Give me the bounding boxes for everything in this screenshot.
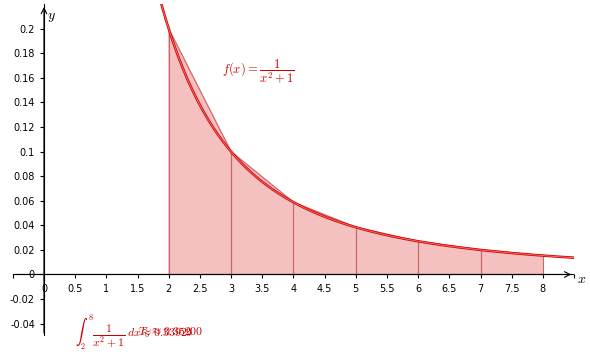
Text: $f(x) = \dfrac{1}{x^2+1}$: $f(x) = \dfrac{1}{x^2+1}$ [222,58,294,86]
Text: $x$: $x$ [577,273,586,287]
Polygon shape [231,152,293,274]
Polygon shape [169,29,231,274]
Polygon shape [418,241,480,274]
Polygon shape [356,227,418,274]
Text: $T_6 \approx 0.35200$: $T_6 \approx 0.35200$ [137,326,203,340]
Text: $\int_2^8 \dfrac{1}{x^2+1}\,dx \approx 0.33929$: $\int_2^8 \dfrac{1}{x^2+1}\,dx \approx 0… [75,314,194,352]
Polygon shape [293,202,356,274]
Text: $y$: $y$ [47,10,56,24]
Polygon shape [480,250,543,274]
